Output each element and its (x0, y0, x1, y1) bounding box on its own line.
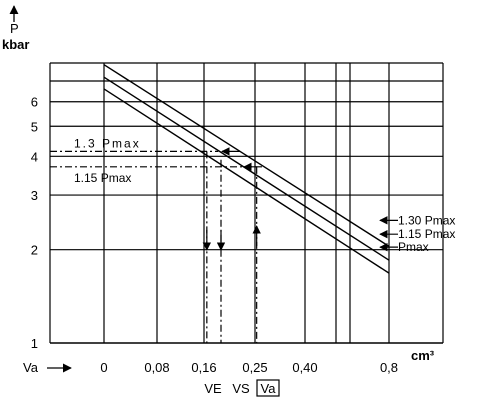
y-tick-label: 2 (31, 243, 38, 258)
series-line (103, 76, 390, 261)
x-axis-unit: cm³ (411, 348, 435, 363)
y-axis-unit: kbar (2, 37, 29, 52)
series-line (103, 88, 390, 274)
x-tick-label: 0,25 (242, 360, 267, 375)
grid (49, 62, 444, 344)
y-tick-label: 1 (31, 336, 38, 351)
x-tick-labels: 0 0,08 0,16 0,25 0,40 0,8 (100, 360, 398, 375)
marker-label: VE (204, 381, 222, 396)
reference-lines: 1.3 Pmax 1.15 Pmax (50, 136, 262, 185)
series-lines (103, 64, 390, 274)
marker-label: VS (232, 381, 250, 396)
series-label: 1.15 Pmax (398, 227, 455, 241)
volume-markers: VE VS Va (202, 151, 280, 397)
x-tick-label: 0,08 (144, 360, 169, 375)
y-tick-label: 6 (31, 95, 38, 110)
series-line (103, 64, 390, 247)
y-tick-label: 5 (31, 119, 38, 134)
x-axis-arrow-label: Va (23, 360, 39, 375)
y-tick-labels: 1 2 3 4 5 6 (31, 95, 38, 351)
marker-label-box (256, 379, 280, 397)
x-tick-label: 0 (100, 360, 107, 375)
reference-line-label: 1.3 Pmax (74, 136, 141, 150)
x-tick-label: 0,16 (191, 360, 216, 375)
marker-label: Va (261, 381, 277, 396)
reference-line-label: 1.15 Pmax (74, 171, 131, 185)
series-label: Pmax (398, 240, 429, 254)
y-tick-label: 3 (31, 188, 38, 203)
x-tick-label: 0,40 (292, 360, 317, 375)
y-tick-label: 4 (31, 149, 38, 164)
y-axis-label: P (10, 21, 19, 36)
series-label: 1.30 Pmax (398, 213, 455, 227)
x-tick-label: 0,8 (380, 360, 398, 375)
